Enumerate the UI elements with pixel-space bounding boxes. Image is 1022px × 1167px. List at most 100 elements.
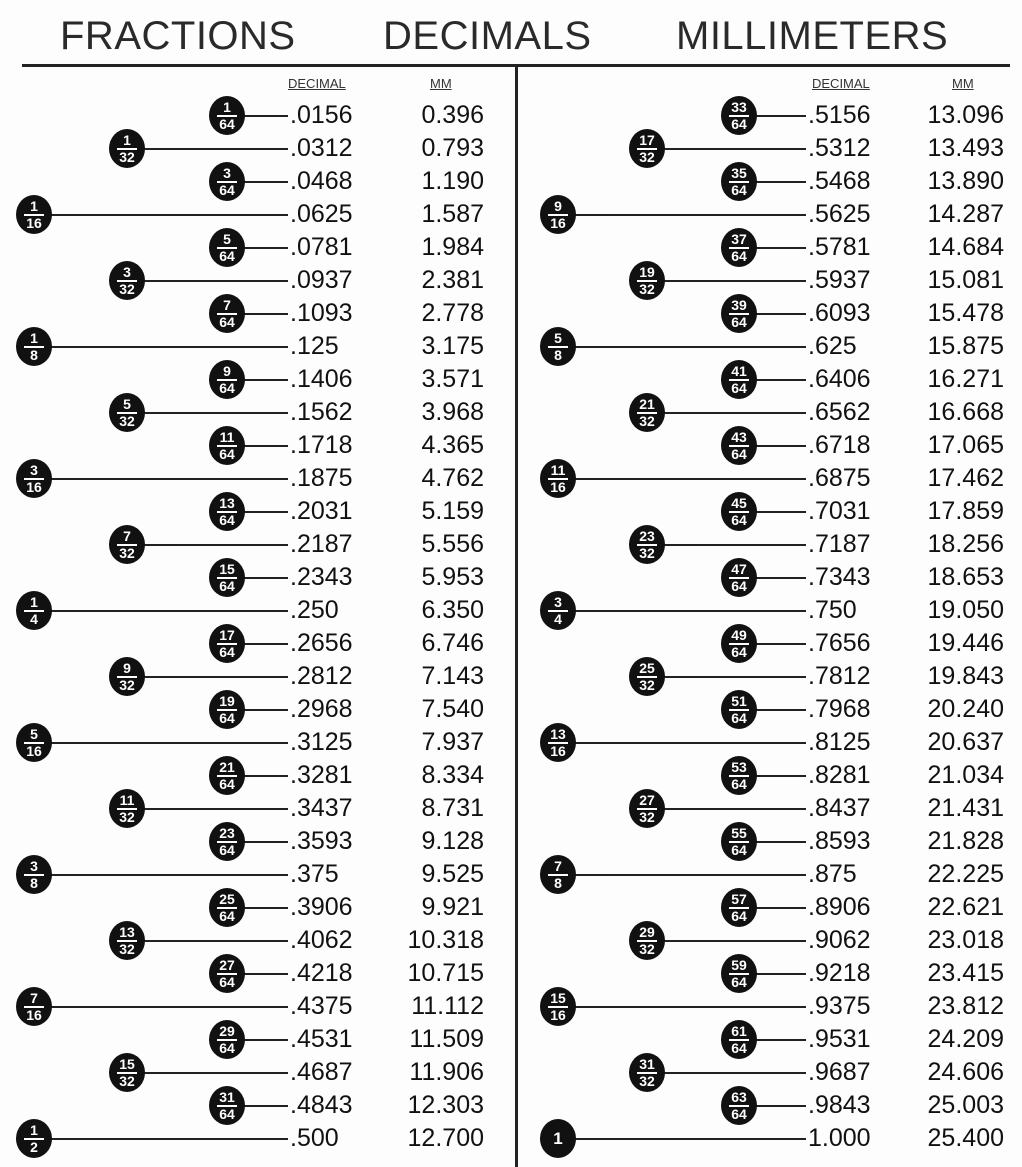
fraction-bar — [637, 147, 657, 150]
fraction-badge: 1 16 — [16, 195, 52, 234]
fraction-bar — [24, 345, 44, 348]
fraction-bar — [217, 774, 237, 777]
leader-line — [659, 1072, 806, 1074]
fraction-badge: 57 64 — [721, 888, 757, 927]
fraction-numerator: 57 — [731, 890, 747, 907]
fraction-denominator: 32 — [119, 280, 135, 297]
decimal-value: .3906 — [290, 893, 353, 921]
fraction-badge: 17 32 — [629, 129, 665, 168]
fraction-bar — [729, 774, 749, 777]
decimal-value: .4687 — [290, 1058, 353, 1086]
fraction-numerator: 27 — [219, 956, 235, 973]
table-row: 57 64 .8906 22.621 — [526, 888, 1022, 927]
leader-line — [570, 742, 806, 744]
decimal-value: .625 — [808, 332, 857, 360]
leader-line — [239, 115, 288, 117]
leader-line — [570, 214, 806, 216]
fraction-denominator: 64 — [219, 511, 235, 528]
fraction-numerator: 15 — [550, 989, 566, 1006]
mm-value: 19.446 — [927, 629, 1004, 657]
fraction-numerator: 1 — [30, 197, 38, 214]
fraction-numerator: 7 — [223, 296, 231, 313]
decimal-value: .5156 — [808, 101, 871, 129]
fraction-numerator: 29 — [639, 923, 655, 940]
decimal-value: .1093 — [290, 299, 353, 327]
table-row: 7 32 .2187 5.556 — [14, 525, 514, 564]
fraction-numerator: 3 — [554, 593, 562, 610]
mm-value: 14.287 — [927, 200, 1004, 228]
fraction-bar — [729, 510, 749, 513]
fraction-numerator: 11 — [119, 791, 135, 808]
leader-line — [659, 676, 806, 678]
leader-line — [570, 1006, 806, 1008]
fraction-numerator: 15 — [219, 560, 235, 577]
fraction-badge: 19 32 — [629, 261, 665, 300]
table-row: 5 64 .0781 1.984 — [14, 228, 514, 267]
table-row: 3 32 .0937 2.381 — [14, 261, 514, 300]
decimal-value: .9375 — [808, 992, 871, 1020]
table-row: 35 64 .5468 13.890 — [526, 162, 1022, 201]
mm-value: 11.509 — [409, 1025, 484, 1053]
decimal-value: .9062 — [808, 926, 871, 954]
decimal-value: .8125 — [808, 728, 871, 756]
table-row: 15 32 .4687 11.906 — [14, 1053, 514, 1092]
fraction-numerator: 1 — [30, 593, 38, 610]
fraction-bar — [548, 1005, 568, 1008]
fraction-badge: 47 64 — [721, 558, 757, 597]
leader-line — [751, 841, 806, 843]
mm-value: 11.112 — [411, 992, 484, 1020]
fraction-bar — [548, 873, 568, 876]
fraction-denominator: 64 — [731, 577, 747, 594]
table-row: 39 64 .6093 15.478 — [526, 294, 1022, 333]
mm-value: 21.034 — [927, 761, 1004, 789]
decimal-value: .1875 — [290, 464, 353, 492]
decimal-value: .9687 — [808, 1058, 871, 1086]
leader-line — [751, 511, 806, 513]
fraction-numerator: 31 — [639, 1055, 655, 1072]
fraction-numerator: 55 — [731, 824, 747, 841]
table-row: 9 64 .1406 3.571 — [14, 360, 514, 399]
fraction-numerator: 13 — [219, 494, 235, 511]
table-row: 3 64 .0468 1.190 — [14, 162, 514, 201]
fraction-badge: 5 64 — [209, 228, 245, 267]
fraction-numerator: 27 — [639, 791, 655, 808]
decimal-value: .1562 — [290, 398, 353, 426]
fraction-numerator: 11 — [219, 428, 235, 445]
fraction-badge: 13 16 — [540, 723, 576, 762]
fraction-bar — [217, 444, 237, 447]
fraction-numerator: 1 — [30, 1121, 38, 1138]
decimal-value: .0781 — [290, 233, 353, 261]
leader-line — [751, 577, 806, 579]
fraction-bar — [117, 147, 137, 150]
table-row: 27 32 .8437 21.431 — [526, 789, 1022, 828]
decimal-value: .2656 — [290, 629, 353, 657]
leader-line — [239, 511, 288, 513]
fraction-badge: 19 64 — [209, 690, 245, 729]
fraction-bar — [117, 675, 137, 678]
fraction-denominator: 8 — [554, 874, 562, 891]
decimal-value: .7187 — [808, 530, 871, 558]
mm-value: 14.684 — [927, 233, 1004, 261]
fraction-bar — [117, 543, 137, 546]
mm-value: 19.050 — [927, 596, 1004, 624]
leader-line — [751, 313, 806, 315]
fraction-badge: 33 64 — [721, 96, 757, 135]
fraction-denominator: 64 — [219, 577, 235, 594]
fraction-badge: 7 64 — [209, 294, 245, 333]
fraction-bar — [24, 477, 44, 480]
fraction-numerator: 31 — [219, 1088, 235, 1105]
fraction-numerator: 23 — [639, 527, 655, 544]
table-row: 59 64 .9218 23.415 — [526, 954, 1022, 993]
fraction-numerator: 63 — [731, 1088, 747, 1105]
mm-value: 17.065 — [927, 431, 1004, 459]
leader-line — [751, 247, 806, 249]
mm-value: 9.128 — [421, 827, 484, 855]
fraction-denominator: 64 — [731, 181, 747, 198]
fraction-badge: 31 32 — [629, 1053, 665, 1092]
fraction-badge: 3 16 — [16, 459, 52, 498]
table-row: 17 64 .2656 6.746 — [14, 624, 514, 663]
table-row: 1 16 .0625 1.587 — [14, 195, 514, 234]
decimal-value: .125 — [290, 332, 339, 360]
